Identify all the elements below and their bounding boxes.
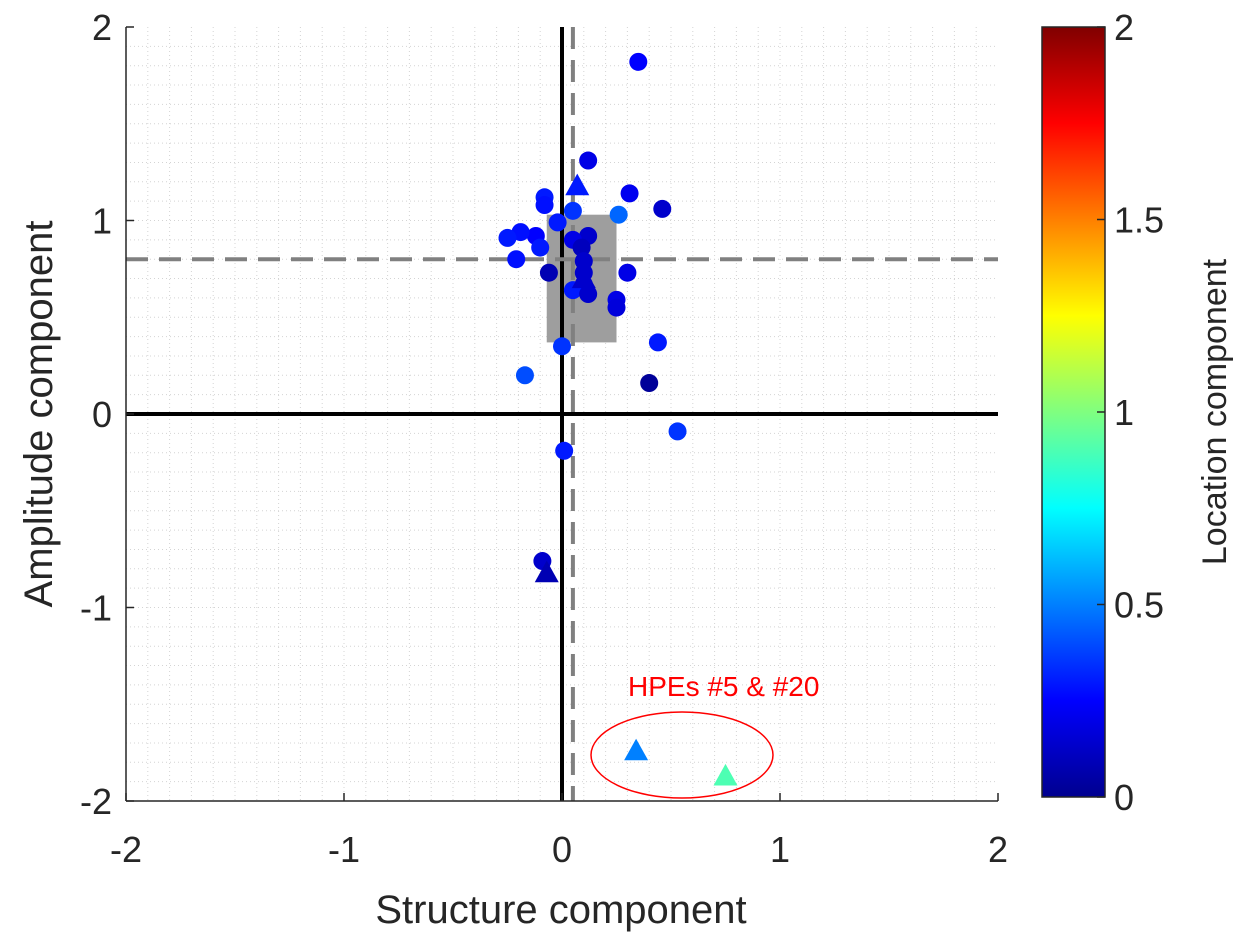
y-tick-label: 2 bbox=[92, 7, 112, 48]
data-point-triangle bbox=[624, 738, 649, 761]
x-tick-label: 0 bbox=[552, 829, 572, 870]
data-point-triangle bbox=[534, 560, 559, 583]
y-tick-label: -1 bbox=[80, 588, 112, 629]
data-point-circle bbox=[620, 184, 639, 203]
x-tick-label: 2 bbox=[988, 829, 1008, 870]
x-tick-label: -1 bbox=[328, 829, 360, 870]
x-axis-ticks: -2 -1 0 1 2 bbox=[110, 793, 1008, 870]
data-point-circle bbox=[515, 366, 534, 385]
data-point-circle bbox=[579, 285, 598, 304]
data-point-circle bbox=[629, 52, 648, 71]
data-point-circle bbox=[548, 213, 567, 232]
hpe-annotation-label: HPEs #5 & #20 bbox=[628, 671, 819, 702]
colorbar: 0 0.5 1 1.5 2 Location component bbox=[1041, 7, 1234, 818]
x-tick-label: -2 bbox=[110, 829, 142, 870]
colorbar-tick-label: 1.5 bbox=[1114, 200, 1164, 241]
hpe-annotation-ellipse bbox=[590, 711, 774, 799]
data-point-triangle bbox=[565, 173, 590, 196]
data-point-circle bbox=[553, 337, 571, 356]
y-tick-label: 1 bbox=[92, 201, 112, 242]
data-point-circle bbox=[539, 263, 558, 282]
data-point-triangle bbox=[571, 266, 596, 289]
data-point-circle bbox=[555, 441, 574, 460]
data-point-circle bbox=[507, 250, 526, 269]
data-point-circle bbox=[648, 333, 667, 352]
y-tick-label: 0 bbox=[92, 394, 112, 435]
data-point-circle bbox=[609, 205, 628, 224]
colorbar-gradient bbox=[1041, 26, 1106, 798]
data-point-circle bbox=[668, 422, 687, 441]
colorbar-ticks: 0 0.5 1 1.5 2 bbox=[1097, 7, 1164, 818]
colorbar-tick-label: 0.5 bbox=[1114, 585, 1164, 626]
data-point-circle bbox=[563, 201, 582, 220]
data-point-circle bbox=[531, 238, 550, 257]
colorbar-title: Location component bbox=[1196, 258, 1234, 565]
data-point-circle bbox=[579, 151, 598, 170]
data-point-circle bbox=[618, 263, 637, 282]
y-tick-label: -2 bbox=[80, 781, 112, 822]
data-point-circle bbox=[640, 374, 659, 393]
data-point-circle bbox=[572, 238, 591, 257]
data-point-circle bbox=[535, 196, 554, 215]
data-point-circle bbox=[607, 298, 626, 317]
colorbar-tick-label: 1 bbox=[1114, 392, 1134, 433]
data-point-circle bbox=[498, 228, 517, 247]
colorbar-tick-label: 2 bbox=[1114, 7, 1134, 48]
data-point-circle bbox=[653, 199, 672, 218]
reference-lines bbox=[126, 27, 998, 801]
data-points bbox=[498, 52, 738, 786]
x-tick-label: 1 bbox=[770, 829, 790, 870]
y-axis-title: Amplitude component bbox=[17, 221, 61, 608]
x-axis-title: Structure component bbox=[375, 888, 746, 932]
data-point-triangle bbox=[713, 763, 738, 786]
hpe-annotation: HPEs #5 & #20 bbox=[590, 671, 819, 799]
y-axis-ticks: -2 -1 0 1 2 bbox=[80, 7, 134, 822]
colorbar-tick-label: 0 bbox=[1114, 777, 1134, 818]
